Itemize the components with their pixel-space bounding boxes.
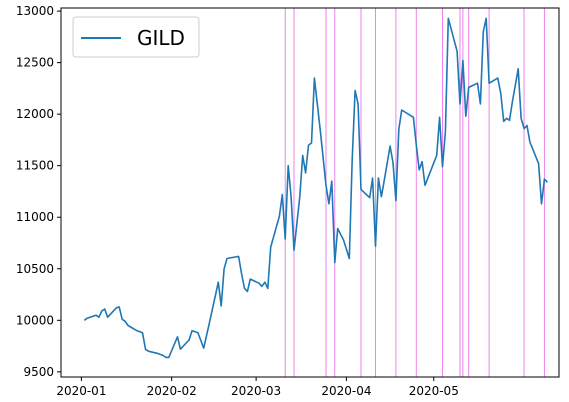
x-tick-label: 2020-01 xyxy=(56,384,106,398)
legend: GILD xyxy=(72,16,200,58)
y-tick-label: 11500 xyxy=(16,159,54,173)
y-tick-label: 12000 xyxy=(16,107,54,121)
y-tick-label: 10000 xyxy=(16,313,54,327)
legend-label: GILD xyxy=(137,26,185,50)
plot-frame xyxy=(60,7,560,378)
x-tick-label: 2020-02 xyxy=(147,384,197,398)
event-lines xyxy=(284,8,545,377)
y-tick-label: 9500 xyxy=(23,365,54,379)
x-tick-label: 2020-05 xyxy=(409,384,459,398)
x-axis: 2020-01 2020-02 2020-03 2020-04 2020-05 xyxy=(56,377,459,398)
legend-box xyxy=(72,16,200,58)
series-line-gild xyxy=(83,17,548,359)
x-tick-label: 2020-03 xyxy=(231,384,281,398)
y-tick-label: 10500 xyxy=(16,262,54,276)
y-tick-label: 13000 xyxy=(16,4,54,18)
series-layer xyxy=(83,17,548,359)
y-tick-label: 12500 xyxy=(16,56,54,70)
x-tick-label: 2020-04 xyxy=(321,384,371,398)
y-axis: 9500 10000 10500 11000 11500 12000 12500 13000 xyxy=(16,4,61,379)
y-tick-label: 11000 xyxy=(16,210,54,224)
